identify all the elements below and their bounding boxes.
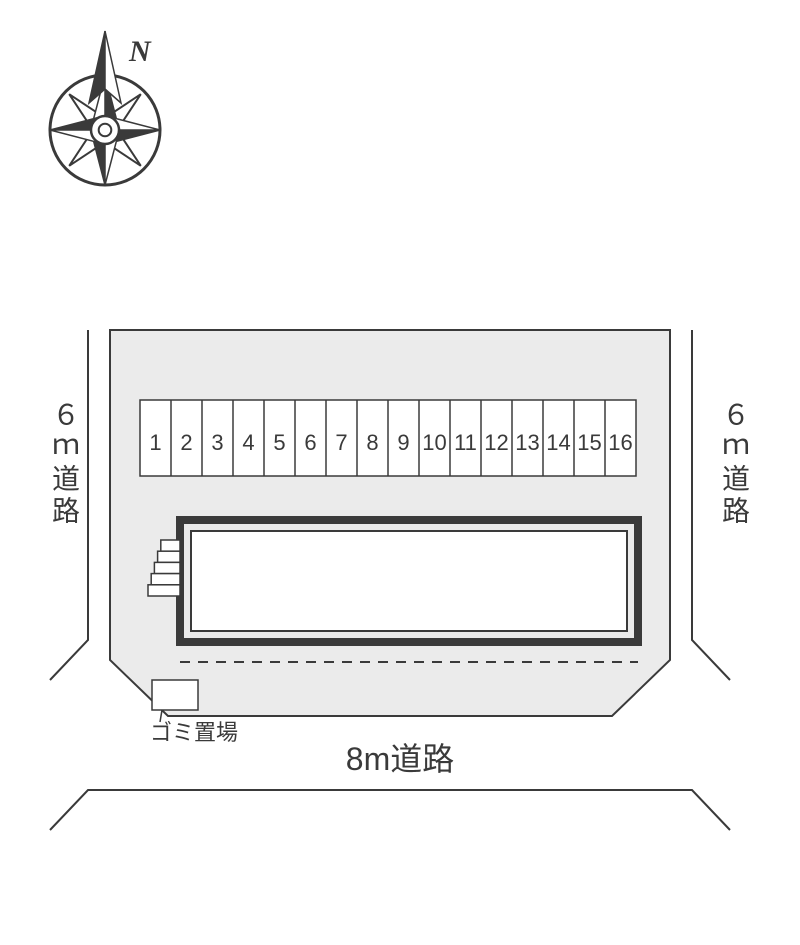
svg-text:11: 11 <box>454 430 477 455</box>
svg-text:N: N <box>128 35 152 68</box>
road-label-bottom: 8m道路 <box>346 741 454 777</box>
site-plan-diagram: N 12345678910111213141516 ゴミ置場 8m道路 ６ｍ道路… <box>0 0 800 940</box>
compass-icon: N <box>50 31 160 185</box>
svg-text:3: 3 <box>211 430 223 455</box>
svg-text:8: 8 <box>366 430 378 455</box>
road-label-left: ６ｍ道路 <box>44 400 84 528</box>
site-plan-svg: N 12345678910111213141516 ゴミ置場 8m道路 <box>0 0 800 940</box>
building-footprint <box>180 520 638 642</box>
svg-text:1: 1 <box>149 430 161 455</box>
svg-text:6: 6 <box>304 430 316 455</box>
svg-text:5: 5 <box>273 430 285 455</box>
svg-text:12: 12 <box>484 430 508 455</box>
parking-spaces: 12345678910111213141516 <box>140 400 636 476</box>
svg-text:2: 2 <box>180 430 192 455</box>
svg-text:13: 13 <box>515 430 539 455</box>
svg-text:14: 14 <box>546 430 570 455</box>
svg-text:15: 15 <box>577 430 601 455</box>
road-label-right: ６ｍ道路 <box>714 400 754 528</box>
svg-text:16: 16 <box>608 430 632 455</box>
svg-text:9: 9 <box>397 430 409 455</box>
svg-text:4: 4 <box>242 430 254 455</box>
svg-text:7: 7 <box>335 430 347 455</box>
svg-text:10: 10 <box>422 430 446 455</box>
svg-text:ゴミ置場: ゴミ置場 <box>150 720 238 745</box>
